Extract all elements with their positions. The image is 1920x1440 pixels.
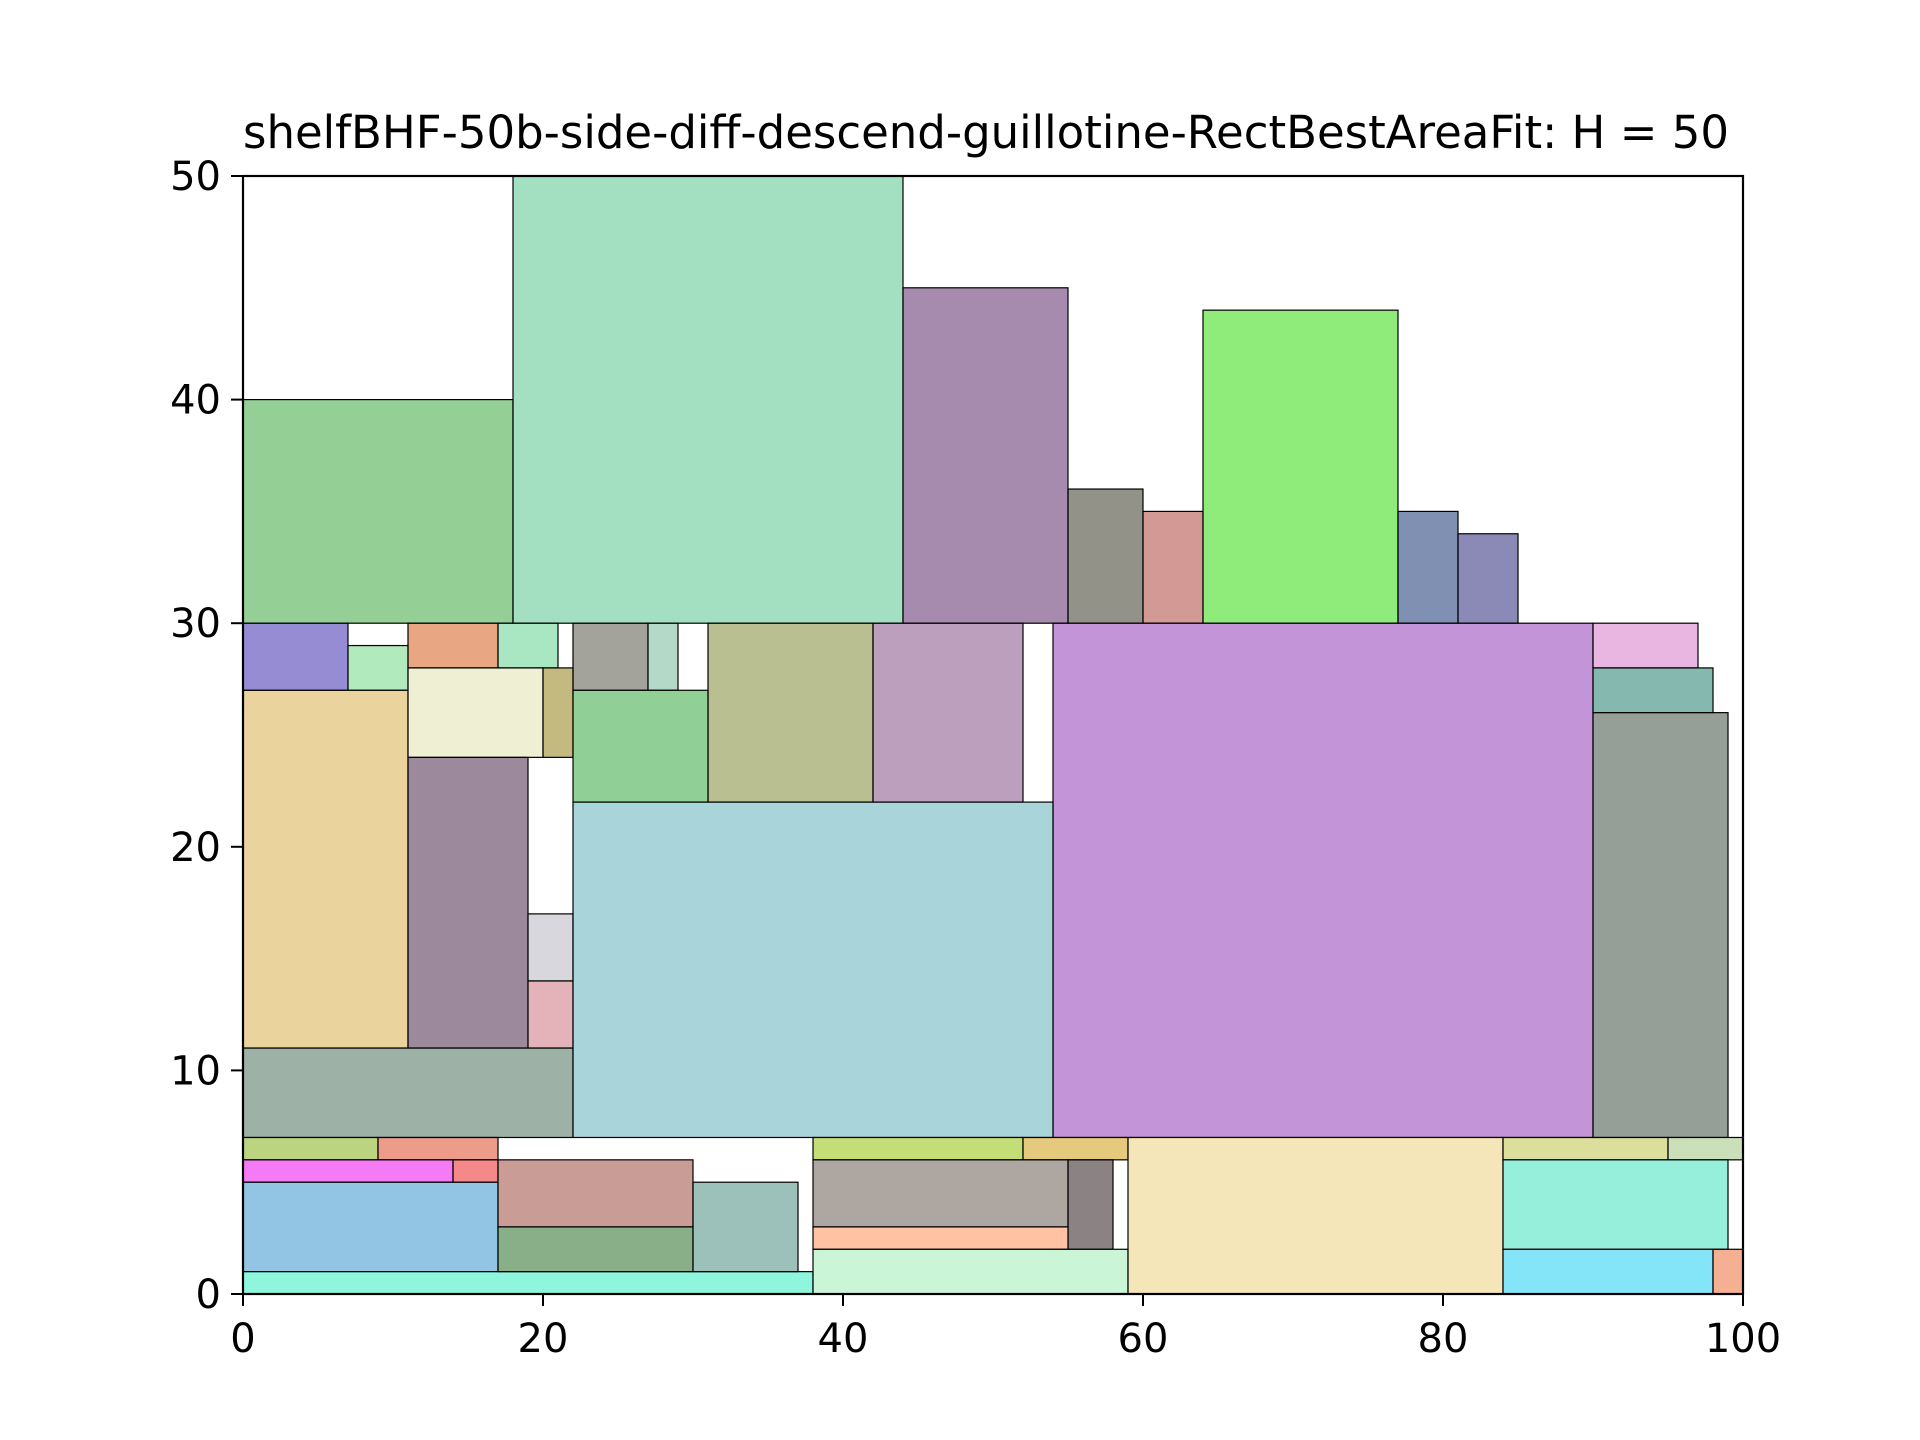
y-tick-label: 10	[170, 1048, 221, 1094]
packed-rect-13	[647, 622, 679, 691]
packed-rect-0	[242, 399, 514, 624]
packed-rect-33	[242, 1181, 499, 1273]
packed-rect-30	[377, 1136, 499, 1161]
packed-rect-40	[812, 1159, 1069, 1228]
packed-rect-28	[572, 801, 1054, 1139]
packed-rect-24	[407, 756, 529, 1049]
packed-rect-3	[1067, 488, 1144, 624]
x-tick-label: 80	[1418, 1316, 1469, 1362]
packed-rect-46	[1667, 1136, 1744, 1161]
x-tick-label: 20	[518, 1316, 569, 1362]
packed-rect-22	[542, 667, 574, 758]
packed-rect-45	[1502, 1136, 1669, 1161]
x-tick-label: 0	[230, 1316, 255, 1362]
packed-rect-25	[527, 913, 574, 982]
chart-title: shelfBHF-50b-side-diff-descend-guillotin…	[243, 106, 1729, 159]
packed-rect-49	[1712, 1248, 1744, 1295]
packed-rect-6	[1397, 510, 1459, 624]
packed-rect-20	[242, 689, 409, 1049]
packed-rect-43	[812, 1248, 1129, 1295]
packed-rect-38	[812, 1136, 1024, 1161]
packed-rect-19	[1592, 712, 1729, 1139]
packed-rect-36	[497, 1226, 694, 1273]
packed-rect-44	[1127, 1136, 1504, 1295]
packed-rect-9	[347, 644, 409, 691]
packed-rect-41	[1067, 1159, 1114, 1250]
packed-rect-12	[572, 622, 649, 691]
packed-rect-8	[242, 622, 349, 691]
packed-rect-4	[1142, 510, 1204, 624]
packed-rect-47	[1502, 1159, 1729, 1250]
x-axis: 0 20 40 60 80 100	[230, 1294, 1781, 1362]
plot-frame	[241, 174, 1745, 1296]
packed-rect-11	[497, 622, 559, 669]
y-tick-label: 40	[170, 378, 221, 424]
packed-rect-2	[902, 287, 1069, 624]
packed-rect-42	[812, 1226, 1069, 1250]
packed-rect-39	[1022, 1136, 1129, 1161]
packed-rect-32	[452, 1159, 499, 1183]
y-tick-label: 50	[170, 154, 221, 200]
packed-rect-37	[692, 1181, 799, 1273]
packed-rect-29	[242, 1136, 379, 1161]
packed-rect-16	[1052, 622, 1594, 1139]
packed-rect-26	[527, 980, 574, 1049]
packed-rect-34	[242, 1271, 814, 1295]
packed-rect-7	[1457, 533, 1519, 624]
packed-rect-21	[407, 667, 544, 758]
packed-rect-17	[1592, 622, 1699, 669]
packed-rect-14	[707, 622, 874, 803]
x-tick-label: 100	[1705, 1316, 1781, 1362]
packed-rect-23	[572, 689, 709, 803]
x-tick-label: 40	[818, 1316, 869, 1362]
y-tick-label: 30	[170, 601, 221, 647]
packed-rect-5	[1202, 309, 1399, 624]
packed-rect-35	[497, 1159, 694, 1228]
packed-rect-18	[1592, 667, 1714, 714]
packed-rect-10	[407, 622, 499, 669]
packed-rect-27	[242, 1047, 574, 1139]
rects-layer	[242, 175, 1744, 1295]
packed-rect-1	[512, 175, 904, 624]
y-axis: 0 10 20 30 40 50	[170, 154, 243, 1318]
y-tick-label: 0	[196, 1272, 221, 1318]
x-tick-label: 60	[1118, 1316, 1169, 1362]
y-tick-label: 20	[170, 825, 221, 871]
packed-rect-31	[242, 1159, 454, 1183]
packed-rect-48	[1502, 1248, 1714, 1295]
packed-rect-15	[872, 622, 1024, 803]
